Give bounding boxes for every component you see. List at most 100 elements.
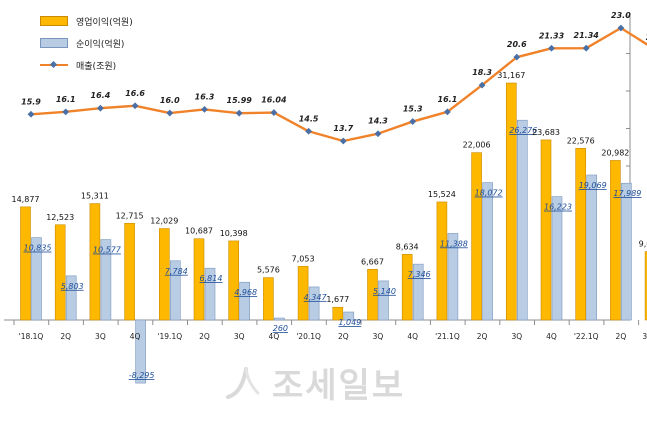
operating-profit-bar bbox=[610, 160, 621, 321]
sales-label: 20.6 bbox=[507, 40, 527, 49]
net-profit-bar bbox=[516, 119, 528, 321]
x-tick-label: 3Q bbox=[95, 332, 106, 341]
net-profit-label: 4,968 bbox=[234, 288, 257, 297]
net-profit-bar bbox=[31, 237, 42, 321]
operating-profit-label: 7,053 bbox=[292, 254, 315, 263]
net-profit-bar bbox=[65, 275, 77, 321]
sales-marker bbox=[97, 104, 104, 112]
operating-profit-label: 12,715 bbox=[116, 211, 144, 220]
net-profit-bar bbox=[204, 267, 216, 321]
sales-marker bbox=[270, 109, 278, 116]
net-profit-bar bbox=[378, 280, 389, 321]
legend-item-operating-profit: 영업이익(억원) bbox=[40, 10, 133, 32]
operating-profit-bar bbox=[263, 277, 274, 321]
watermark-logo-icon bbox=[222, 363, 262, 403]
net-profit-bar bbox=[100, 239, 112, 321]
operating-profit-bar bbox=[471, 152, 482, 321]
sales-marker bbox=[27, 110, 35, 118]
operating-profit-label: 8,634 bbox=[396, 242, 419, 251]
operating-profit-bar bbox=[159, 228, 170, 321]
sales-label: 16.1 bbox=[438, 95, 458, 104]
net-profit-bar bbox=[551, 196, 563, 321]
net-profit-label: 7,784 bbox=[165, 267, 188, 276]
x-tick-label: '20.1Q bbox=[296, 332, 321, 341]
sales-marker bbox=[478, 81, 486, 89]
operating-profit-bar bbox=[193, 238, 205, 321]
net-profit-label: 1,049 bbox=[338, 318, 361, 327]
operating-profit-label: 12,029 bbox=[150, 217, 178, 226]
sales-label: 16.1 bbox=[56, 95, 76, 104]
operating-profit-bar bbox=[124, 223, 135, 321]
sales-marker bbox=[305, 127, 312, 135]
net-profit-bar bbox=[170, 260, 181, 321]
net-profit-label: 260 bbox=[273, 324, 288, 333]
operating-profit-bar bbox=[505, 82, 517, 321]
operating-profit-bar bbox=[644, 251, 647, 321]
x-tick-label: 3Q(잠정) bbox=[642, 331, 647, 341]
net-profit-label: 4,347 bbox=[304, 293, 328, 302]
operating-profit-bar bbox=[540, 139, 552, 321]
operating-profit-label: 14,877 bbox=[12, 195, 40, 204]
net-profit-bar bbox=[482, 182, 493, 321]
sales-label: 15.99 bbox=[227, 96, 253, 105]
x-tick-label: '19.1Q bbox=[157, 332, 182, 341]
net-profit-bar bbox=[586, 174, 598, 321]
operating-profit-bar bbox=[332, 306, 344, 321]
sales-label: 16.4 bbox=[91, 91, 111, 100]
x-tick-label: 2Q bbox=[338, 332, 349, 341]
sales-label: 16.0 bbox=[160, 96, 180, 105]
sales-marker bbox=[131, 102, 139, 110]
net-profit-label: 19,069 bbox=[579, 181, 607, 190]
operating-profit-bar bbox=[228, 240, 239, 321]
net-profit-label: -8,295 bbox=[129, 371, 155, 380]
x-tick-label: '18.1Q bbox=[19, 332, 44, 341]
x-tick-label: 3Q bbox=[234, 332, 245, 341]
net-profit-label: 6,814 bbox=[200, 274, 223, 283]
operating-profit-label: 9,000 bbox=[639, 240, 647, 249]
operating-profit-label: 10,398 bbox=[220, 229, 248, 238]
net-profit-label: 10,835 bbox=[24, 244, 52, 253]
legend-swatch-operating-profit bbox=[40, 16, 68, 26]
net-profit-label: 11,388 bbox=[440, 239, 468, 248]
legend-label-operating-profit: 영업이익(억원) bbox=[76, 17, 133, 28]
legend-swatch-sales bbox=[40, 61, 68, 69]
operating-profit-bar bbox=[436, 201, 448, 321]
sales-marker bbox=[166, 109, 174, 117]
net-profit-label: 26,276 bbox=[509, 126, 537, 135]
x-tick-label: 2Q bbox=[199, 332, 210, 341]
legend-label-net-profit: 순이익(억원) bbox=[76, 39, 125, 50]
legend-item-net-profit: 순이익(억원) bbox=[40, 32, 133, 54]
operating-profit-bar bbox=[367, 269, 378, 321]
sales-label: 16.04 bbox=[261, 96, 287, 105]
x-tick-label: 4Q bbox=[130, 332, 141, 341]
net-profit-label: 16,223 bbox=[544, 203, 572, 212]
net-profit-bar bbox=[308, 286, 320, 321]
sales-label: 15.3 bbox=[403, 105, 423, 114]
legend-swatch-net-profit bbox=[40, 38, 68, 48]
sales-label: 21.33 bbox=[539, 31, 565, 40]
sales-label: 15.9 bbox=[21, 97, 41, 106]
operating-profit-label: 22,576 bbox=[567, 136, 595, 145]
sales-marker bbox=[444, 108, 451, 116]
x-tick-label: 4Q bbox=[546, 332, 557, 341]
operating-profit-label: 10,687 bbox=[185, 227, 213, 236]
sales-label: 14.5 bbox=[299, 114, 319, 123]
net-profit-bar bbox=[135, 319, 146, 384]
sales-marker bbox=[201, 106, 208, 113]
legend: 영업이익(억원) 순이익(억원) 매출(조원) bbox=[40, 10, 133, 76]
x-tick-label: 2Q bbox=[60, 332, 71, 341]
sales-marker bbox=[409, 118, 417, 125]
sales-marker bbox=[513, 53, 521, 61]
net-profit-bar bbox=[621, 182, 632, 321]
sales-marker bbox=[62, 108, 70, 116]
operating-profit-bar bbox=[54, 224, 66, 321]
net-profit-label: 17,989 bbox=[613, 189, 641, 198]
sales-label: 14.3 bbox=[368, 117, 388, 126]
x-tick-label: '21.1Q bbox=[435, 332, 460, 341]
operating-profit-label: 20,982 bbox=[601, 148, 629, 157]
operating-profit-label: 5,576 bbox=[257, 266, 280, 275]
net-profit-label: 7,346 bbox=[408, 270, 431, 279]
net-profit-bar bbox=[447, 233, 459, 321]
